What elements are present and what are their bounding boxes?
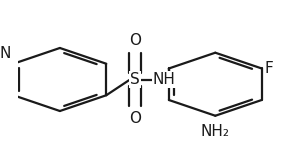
Text: NH₂: NH₂ (201, 124, 230, 139)
Text: S: S (130, 72, 140, 87)
Text: N: N (0, 46, 11, 61)
Text: O: O (129, 111, 141, 126)
Text: NH: NH (153, 72, 176, 87)
Text: O: O (129, 33, 141, 48)
Text: F: F (265, 61, 274, 76)
